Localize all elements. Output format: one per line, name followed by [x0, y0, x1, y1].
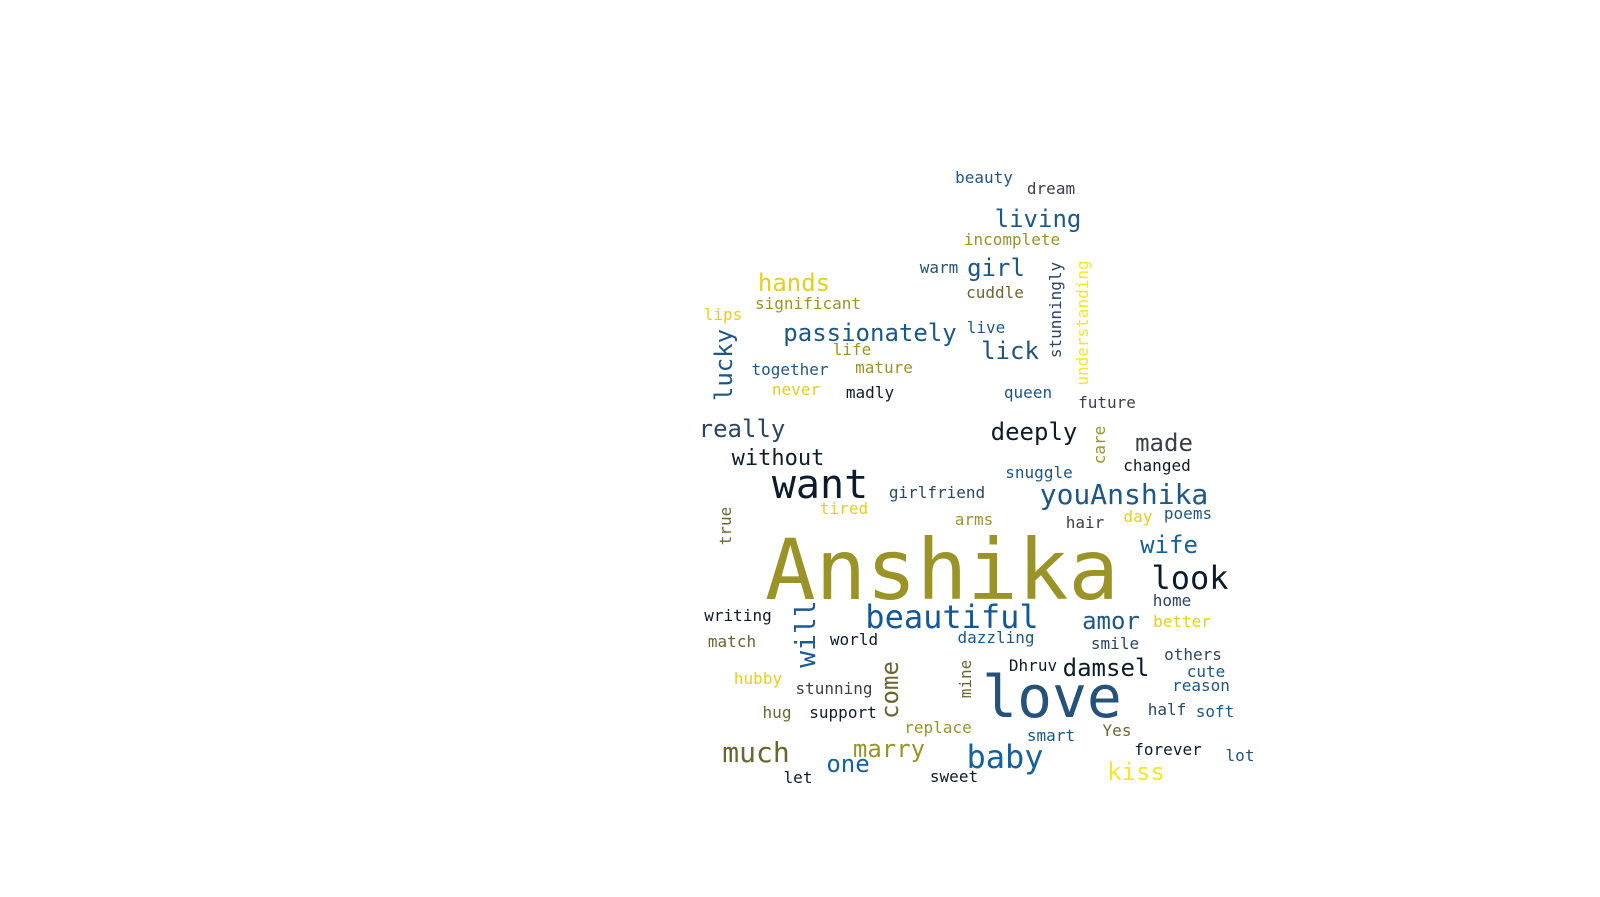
word-home: home [1152, 591, 1192, 610]
word-stunningly: stunningly [1046, 261, 1065, 359]
word-support: support [809, 703, 877, 722]
word-look: look [1151, 559, 1229, 597]
word-girlfriend: girlfriend [888, 483, 986, 502]
word-girl: girl [967, 254, 1025, 282]
word-future: future [1078, 393, 1136, 412]
word-sweet: sweet [929, 767, 979, 786]
word-replace: replace [904, 718, 972, 737]
word-youanshika: youAnshika [1039, 478, 1209, 511]
word-care: care [1090, 425, 1109, 465]
word-baby: baby [966, 738, 1044, 776]
word-one: one [826, 750, 870, 778]
word-lucky: lucky [710, 328, 738, 402]
word-stunning: stunning [795, 679, 873, 698]
word-mine: mine [956, 659, 975, 699]
word-hug: hug [762, 703, 792, 722]
word-soft: soft [1195, 702, 1235, 721]
word-hubby: hubby [733, 669, 783, 688]
word-tired: tired [819, 499, 869, 518]
word-never: never [771, 380, 821, 399]
word-lick: lick [981, 337, 1039, 365]
word-want: want [771, 462, 869, 508]
word-come: come [876, 661, 904, 719]
word-smart: smart [1026, 726, 1076, 745]
word-queen: queen [1003, 383, 1053, 402]
word-hair: hair [1065, 513, 1105, 532]
word-hands: hands [757, 269, 831, 297]
word-living: living [994, 205, 1082, 233]
word-arms: arms [954, 510, 994, 529]
word-understanding: understanding [1073, 260, 1092, 386]
word-snuggle: snuggle [1005, 463, 1073, 482]
word-yes: Yes [1102, 721, 1132, 740]
word-damsel: damsel [1062, 654, 1150, 682]
word-live: live [966, 318, 1006, 337]
word-poems: poems [1163, 504, 1213, 523]
word-better: better [1153, 612, 1211, 631]
word-lot: lot [1225, 746, 1255, 765]
word-match: match [707, 632, 757, 651]
word-deeply: deeply [990, 418, 1078, 446]
word-writing: writing [704, 606, 772, 625]
word-warm: warm [919, 258, 959, 277]
word-beautiful: beautiful [865, 598, 1039, 636]
word-life: life [832, 340, 872, 359]
word-madly: madly [845, 383, 895, 402]
word-day: day [1123, 507, 1153, 526]
word-marry: marry [852, 735, 926, 763]
word-reason: reason [1172, 676, 1230, 695]
word-half: half [1147, 700, 1187, 719]
word-world: world [829, 630, 879, 649]
word-beauty: beauty [955, 168, 1013, 187]
word-dazzling: dazzling [957, 628, 1035, 647]
word-smile: smile [1090, 634, 1140, 653]
word-true: true [716, 506, 735, 546]
word-significant: significant [755, 294, 861, 313]
word-will: will [789, 600, 822, 668]
word-dhruv: Dhruv [1008, 656, 1058, 675]
word-made: made [1135, 429, 1193, 457]
word-changed: changed [1123, 456, 1191, 475]
word-wife: wife [1140, 531, 1198, 559]
word-lips: lips [703, 305, 743, 324]
word-others: others [1164, 645, 1222, 664]
word-cute: cute [1186, 662, 1226, 681]
word-forever: forever [1134, 740, 1202, 759]
word-passionately: passionately [783, 319, 957, 347]
word-without: without [731, 446, 825, 471]
word-amor: amor [1082, 607, 1140, 635]
word-mature: mature [855, 358, 913, 377]
word-incomplete: incomplete [963, 230, 1061, 249]
word-kiss: kiss [1107, 758, 1165, 786]
word-anshika: Anshika [764, 521, 1120, 619]
word-let: let [783, 768, 813, 787]
word-dream: dream [1026, 179, 1076, 198]
word-love: love [982, 663, 1122, 731]
word-really: really [698, 415, 786, 443]
word-cuddle: cuddle [966, 283, 1024, 302]
word-much: much [722, 736, 790, 769]
word-together: together [751, 360, 829, 379]
